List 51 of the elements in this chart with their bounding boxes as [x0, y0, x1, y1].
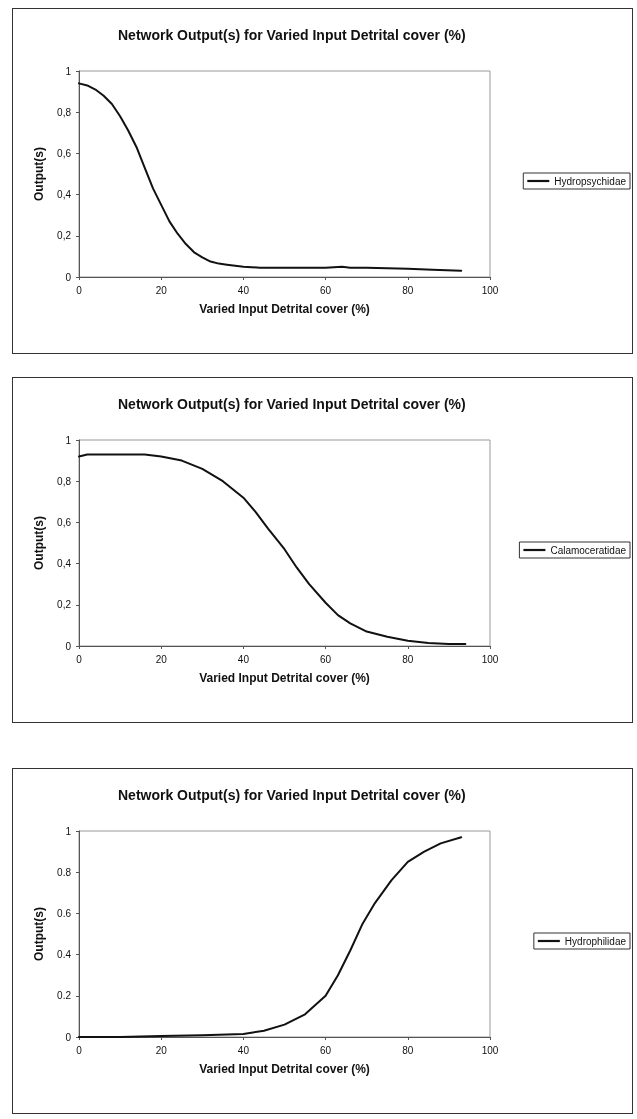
y-axis-title: Output(s)	[32, 907, 46, 961]
x-axis-title: Varied Input Detrital cover (%)	[199, 302, 370, 316]
x-tick-label: 60	[320, 284, 332, 296]
x-tick-label: 20	[155, 284, 168, 296]
y-tick-label: 0.2	[57, 990, 72, 1002]
x-tick-label: 80	[402, 284, 414, 296]
legend-label: Hydropsychidae	[554, 175, 627, 187]
y-tick-label: 0,6	[57, 516, 72, 528]
x-tick-label: 0	[76, 284, 83, 296]
x-tick-label: 20	[155, 1044, 168, 1056]
y-tick-label: 1	[65, 65, 72, 77]
chart-title: Network Output(s) for Varied Input Detrital cover (%)	[118, 787, 466, 803]
chart-title: Network Output(s) for Varied Input Detrital cover (%)	[118, 396, 466, 412]
line-series	[78, 82, 463, 272]
legend-label: Calamoceratidae	[550, 544, 627, 556]
y-tick-label: 1	[65, 825, 72, 837]
x-tick-label: 100	[481, 1044, 499, 1056]
y-tick-label: 0.4	[57, 949, 72, 961]
x-tick-label: 20	[155, 653, 168, 665]
y-tick-label: 0,8	[57, 475, 72, 487]
x-tick-label: 100	[481, 653, 499, 665]
y-tick-label: 0,4	[57, 558, 72, 570]
x-tick-label: 40	[237, 653, 250, 665]
y-axis-title: Output(s)	[32, 147, 46, 201]
x-axis-title: Varied Input Detrital cover (%)	[199, 1062, 370, 1076]
line-series	[78, 836, 463, 1038]
y-tick-label: 0,2	[57, 599, 72, 611]
y-tick-label: 0,4	[57, 189, 72, 201]
legend-label: Hydrophilidae	[564, 935, 627, 947]
x-tick-label: 60	[320, 653, 332, 665]
line-series	[78, 453, 467, 645]
y-axis-title: Output(s)	[32, 516, 46, 570]
x-tick-label: 100	[481, 284, 499, 296]
y-tick-label: 0,6	[57, 147, 72, 159]
x-tick-label: 80	[402, 1044, 414, 1056]
chart-title: Network Output(s) for Varied Input Detrital cover (%)	[118, 27, 466, 43]
y-tick-label: 0	[65, 640, 72, 652]
y-tick-label: 1	[65, 434, 72, 446]
x-tick-label: 80	[402, 653, 414, 665]
y-tick-label: 0	[65, 1031, 72, 1043]
x-tick-label: 0	[76, 653, 83, 665]
x-tick-label: 60	[320, 1044, 332, 1056]
x-tick-label: 40	[237, 284, 250, 296]
y-tick-label: 0	[65, 271, 72, 283]
x-tick-label: 40	[237, 1044, 250, 1056]
y-tick-label: 0,8	[57, 106, 72, 118]
x-axis-title: Varied Input Detrital cover (%)	[199, 671, 370, 685]
y-tick-label: 0.8	[57, 866, 72, 878]
y-tick-label: 0,2	[57, 230, 72, 242]
y-tick-label: 0.6	[57, 907, 72, 919]
x-tick-label: 0	[76, 1044, 83, 1056]
